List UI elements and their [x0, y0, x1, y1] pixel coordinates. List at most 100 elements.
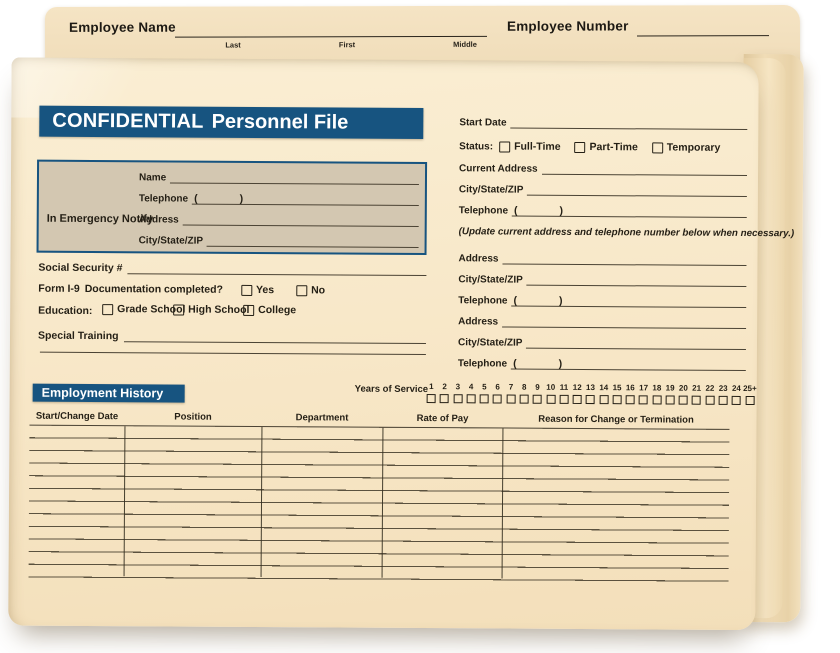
status-parttime-option: Part-Time: [574, 141, 638, 153]
years-of-service-item: 24: [730, 384, 743, 405]
year-checkbox[interactable]: [665, 395, 675, 405]
telephone-label: Telephone: [458, 295, 508, 307]
start-date-field[interactable]: [510, 115, 748, 130]
temporary-checkbox[interactable]: [651, 141, 663, 153]
special-training-extra-line[interactable]: [39, 351, 426, 356]
emergency-telephone-row: Telephone ( ): [139, 187, 419, 206]
address-field-3[interactable]: [502, 314, 747, 329]
social-security-label: Social Security #: [38, 261, 123, 275]
address-label: Address: [458, 253, 499, 265]
year-checkbox[interactable]: [585, 395, 595, 405]
citystatezip-field-1[interactable]: [527, 182, 747, 197]
i9-yes-checkbox[interactable]: [240, 284, 253, 296]
emergency-telephone-field[interactable]: ( ): [192, 191, 419, 206]
year-checkbox[interactable]: [705, 395, 715, 405]
paren-close: ): [558, 357, 563, 370]
years-of-service-item: 2: [438, 382, 451, 404]
year-number: 22: [705, 383, 715, 393]
year-checkbox[interactable]: [612, 395, 622, 405]
years-of-service-item: 3: [451, 382, 464, 404]
high-school-checkbox[interactable]: [173, 303, 185, 316]
emergency-citystatezip-field[interactable]: [207, 233, 419, 248]
year-number: 2: [442, 382, 447, 392]
emergency-address-field[interactable]: [182, 212, 419, 227]
year-number: 24: [731, 383, 741, 393]
year-checkbox[interactable]: [572, 394, 582, 404]
citystatezip-field-3[interactable]: [526, 335, 747, 350]
address-label: Address: [458, 316, 499, 328]
emergency-telephone-label: Telephone: [138, 193, 189, 205]
table-divider-4: [501, 428, 504, 579]
temporary-label: Temporary: [666, 141, 721, 154]
employment-table-grid[interactable]: [28, 424, 730, 582]
years-of-service-item: 13: [584, 383, 597, 405]
current-address-field[interactable]: [541, 161, 748, 176]
confidential-text: CONFIDENTIAL: [52, 109, 204, 133]
years-of-service-label: Years of Service: [354, 383, 429, 396]
year-checkbox[interactable]: [731, 395, 741, 405]
citystatezip-row-2: City/State/ZIP: [458, 269, 747, 287]
telephone-label: Telephone: [458, 205, 509, 217]
year-checkbox[interactable]: [638, 395, 649, 405]
year-checkbox[interactable]: [625, 395, 635, 405]
header-department: Department: [295, 412, 349, 424]
year-checkbox[interactable]: [426, 394, 436, 404]
i9-yes-label: Yes: [255, 283, 275, 297]
employment-history-header: Employment History: [32, 383, 185, 403]
citystatezip-row-1: City/State/ZIP: [459, 179, 747, 197]
years-of-service-item: 20: [677, 384, 690, 405]
emergency-citystatezip-label: City/State/ZIP: [138, 235, 204, 247]
year-number: 12: [572, 382, 582, 392]
year-number: 7: [508, 382, 514, 392]
year-number: 11: [559, 382, 569, 392]
year-checkbox[interactable]: [652, 395, 662, 405]
years-of-service-item: 5: [478, 382, 491, 404]
telephone-field-3[interactable]: ( ): [511, 356, 746, 371]
parttime-checkbox[interactable]: [574, 141, 586, 153]
status-fulltime-option: Full-Time: [499, 140, 561, 153]
year-checkbox[interactable]: [466, 394, 476, 404]
header-position: Position: [174, 411, 212, 423]
year-checkbox[interactable]: [519, 394, 529, 404]
year-checkbox[interactable]: [453, 394, 463, 404]
status-label: Status:: [459, 140, 494, 152]
year-checkbox[interactable]: [532, 394, 542, 404]
special-training-field[interactable]: [123, 329, 427, 345]
emergency-name-label: Name: [138, 172, 167, 184]
year-checkbox[interactable]: [718, 395, 728, 405]
grade-school-checkbox[interactable]: [102, 303, 114, 315]
year-checkbox[interactable]: [546, 394, 556, 404]
telephone-field-1[interactable]: ( ): [512, 203, 747, 218]
year-checkbox[interactable]: [599, 395, 609, 405]
education-college-option: College: [243, 304, 296, 316]
emergency-address-label: Address: [138, 214, 179, 226]
social-security-row: Social Security #: [38, 258, 427, 277]
fulltime-checkbox[interactable]: [499, 140, 511, 153]
year-checkbox[interactable]: [745, 395, 755, 406]
year-number: 17: [639, 383, 649, 393]
year-checkbox[interactable]: [678, 395, 688, 405]
emergency-contact-box: In Emergency Notify Name Telephone ( ) A…: [36, 159, 428, 256]
college-checkbox[interactable]: [243, 304, 255, 316]
citystatezip-label: City/State/ZIP: [458, 274, 523, 286]
year-checkbox[interactable]: [440, 394, 450, 404]
years-of-service-scale: 1 2 3 4 5 6 7: [425, 382, 757, 406]
year-checkbox[interactable]: [493, 394, 503, 404]
telephone-field-2[interactable]: ( ): [511, 293, 747, 308]
documentation-completed-label: Documentation completed?: [84, 282, 224, 296]
year-checkbox[interactable]: [506, 394, 516, 404]
i9-no-checkbox[interactable]: [296, 284, 308, 296]
year-number: 4: [468, 382, 474, 392]
year-checkbox[interactable]: [692, 395, 702, 405]
year-number: 6: [495, 382, 500, 392]
social-security-field[interactable]: [127, 261, 427, 277]
education-row: Education: Grade School High School Coll…: [38, 303, 426, 321]
year-checkbox[interactable]: [479, 394, 489, 404]
employment-history-label: Employment History: [41, 385, 164, 401]
address-field-2[interactable]: [502, 251, 747, 266]
college-label: College: [258, 304, 297, 317]
year-checkbox[interactable]: [559, 394, 569, 404]
citystatezip-field-2[interactable]: [526, 272, 747, 287]
emergency-name-field[interactable]: [170, 170, 420, 185]
